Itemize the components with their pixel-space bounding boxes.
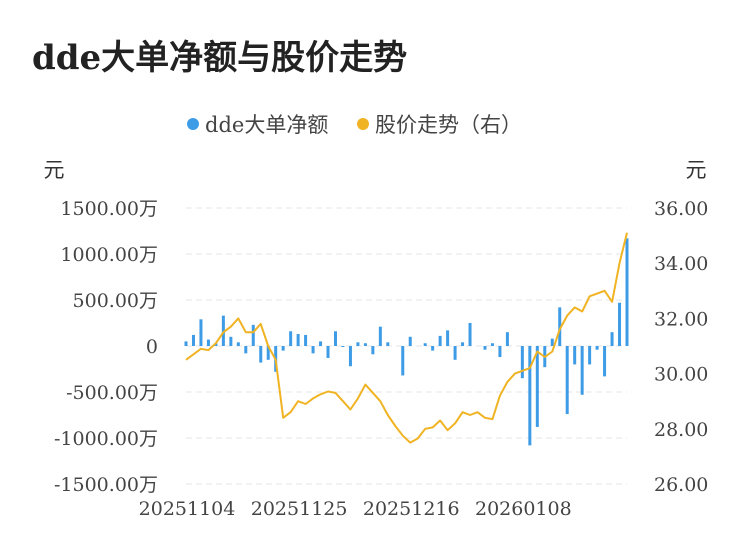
bar — [528, 346, 532, 446]
left-tick-label: -500.00万 — [66, 382, 158, 404]
left-tick-label: 1000.00万 — [60, 244, 158, 266]
bar — [229, 336, 233, 346]
bar — [431, 346, 435, 351]
bar — [206, 339, 210, 346]
right-tick-label: 34.00 — [654, 253, 708, 275]
right-axis: 36.00 34.00 32.00 30.00 28.00 26.00 — [654, 198, 708, 496]
bar — [386, 342, 390, 346]
bar — [236, 342, 240, 346]
bar — [453, 346, 457, 360]
legend-bar-label[interactable]: dde大单净额 — [205, 113, 328, 137]
bar — [221, 315, 225, 346]
bar — [259, 346, 263, 363]
bar — [610, 332, 614, 346]
x-tick-label: 20251216 — [363, 498, 460, 520]
bar — [573, 346, 577, 365]
bar — [505, 332, 509, 346]
left-tick-label: -1500.00万 — [54, 474, 158, 496]
left-tick-label: 500.00万 — [73, 290, 158, 312]
x-axis: 20251104 20251125 20251216 20260108 — [139, 498, 572, 520]
bar — [520, 346, 524, 379]
bar — [341, 346, 345, 347]
line-series-layer — [185, 232, 628, 444]
bar — [408, 336, 412, 346]
legend-bar-swatch — [187, 118, 199, 130]
left-tick-label: 1500.00万 — [60, 198, 158, 220]
bar — [550, 338, 554, 346]
bar — [191, 334, 195, 346]
bar — [199, 319, 203, 346]
right-tick-label: 26.00 — [654, 474, 708, 496]
bar — [468, 323, 472, 346]
price-line — [185, 232, 628, 444]
bar — [311, 346, 315, 354]
left-tick-label: 0 — [146, 336, 158, 358]
legend-line-swatch — [357, 118, 369, 130]
x-tick-label: 20251125 — [251, 498, 348, 520]
chart-title: dde大单净额与股价走势 — [32, 38, 408, 78]
bar — [251, 324, 255, 346]
bar — [401, 346, 405, 376]
bar — [244, 346, 248, 354]
bar — [214, 343, 218, 346]
bar — [333, 331, 337, 346]
bar — [461, 342, 465, 346]
bar — [535, 346, 539, 427]
bar — [348, 346, 352, 367]
bar — [603, 346, 607, 377]
bar — [304, 334, 308, 346]
legend[interactable]: dde大单净额 股价走势（右） — [187, 113, 522, 137]
right-tick-label: 30.00 — [654, 364, 708, 386]
right-tick-label: 36.00 — [654, 198, 708, 220]
bar — [565, 346, 569, 415]
bar — [446, 330, 450, 346]
bar — [319, 341, 323, 346]
bar — [281, 346, 285, 351]
bar — [356, 342, 360, 346]
bar — [363, 343, 367, 346]
bar — [625, 238, 629, 346]
bar — [438, 335, 442, 346]
bar — [266, 346, 270, 360]
left-unit-label: 元 — [44, 158, 65, 182]
bar — [618, 302, 622, 346]
right-tick-label: 32.00 — [654, 308, 708, 330]
bar — [423, 343, 427, 346]
legend-line-label[interactable]: 股价走势（右） — [375, 113, 522, 137]
bar — [490, 343, 494, 346]
left-axis: 1500.00万 1000.00万 500.00万 0 -500.00万 -1000.00… — [54, 198, 158, 496]
x-tick-label: 20260108 — [475, 498, 572, 520]
bar — [595, 346, 599, 350]
bar — [498, 346, 502, 358]
bar — [483, 346, 487, 350]
bar — [184, 341, 188, 346]
bar — [326, 346, 330, 358]
right-tick-label: 28.00 — [654, 419, 708, 441]
bar — [296, 334, 300, 346]
right-unit-label: 元 — [686, 158, 707, 182]
bar — [378, 326, 382, 346]
x-tick-label: 20251104 — [139, 498, 236, 520]
left-tick-label: -1000.00万 — [54, 428, 158, 450]
bar — [289, 331, 293, 346]
bar-series — [184, 238, 629, 446]
bar — [371, 346, 375, 355]
bar — [558, 307, 562, 346]
bar — [588, 346, 592, 365]
bar — [580, 346, 584, 395]
